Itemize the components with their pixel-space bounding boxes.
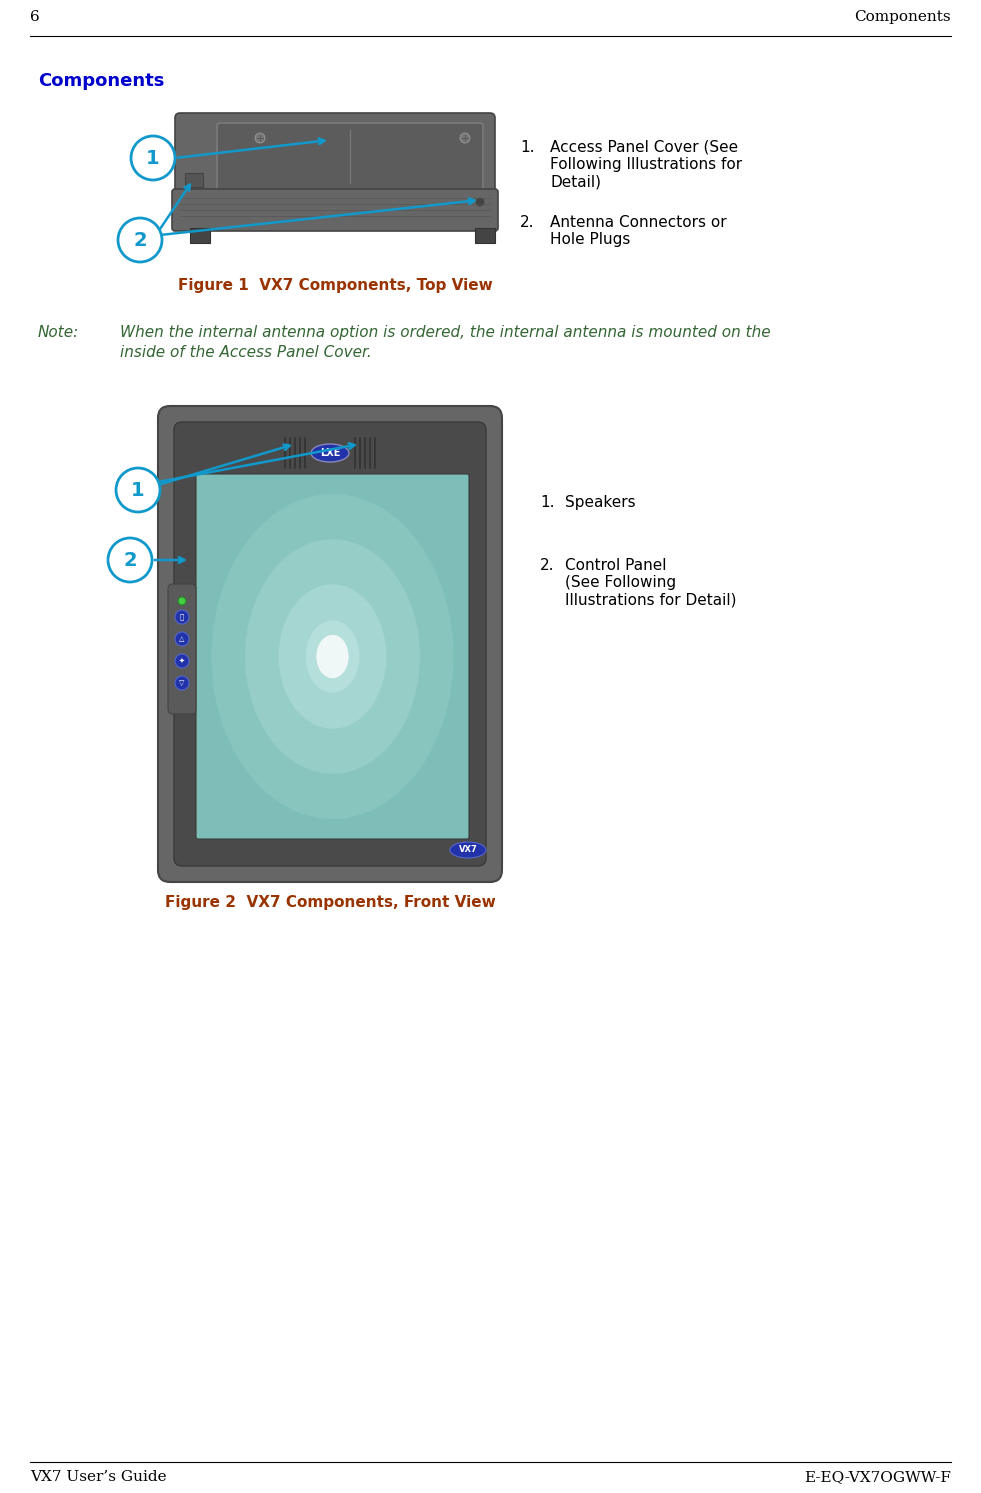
- Text: Control Panel
(See Following
Illustrations for Detail): Control Panel (See Following Illustratio…: [565, 558, 737, 608]
- Ellipse shape: [450, 842, 486, 858]
- FancyBboxPatch shape: [158, 406, 502, 882]
- Circle shape: [118, 218, 162, 261]
- Text: △: △: [180, 636, 184, 642]
- Circle shape: [116, 467, 160, 512]
- Circle shape: [475, 197, 485, 208]
- Circle shape: [175, 654, 189, 667]
- Text: ✦: ✦: [180, 658, 185, 664]
- Text: 1.: 1.: [520, 140, 535, 155]
- Text: Speakers: Speakers: [565, 496, 636, 511]
- Text: ▽: ▽: [180, 679, 184, 685]
- Text: 2: 2: [133, 230, 147, 249]
- Bar: [185, 173, 203, 187]
- Circle shape: [460, 133, 470, 143]
- FancyBboxPatch shape: [168, 584, 196, 714]
- Bar: [475, 228, 495, 243]
- Ellipse shape: [212, 494, 453, 820]
- Text: 1: 1: [146, 148, 160, 167]
- Ellipse shape: [311, 443, 349, 461]
- Text: LXE: LXE: [320, 448, 340, 458]
- Circle shape: [175, 611, 189, 624]
- FancyBboxPatch shape: [172, 190, 498, 231]
- Text: VX7 User’s Guide: VX7 User’s Guide: [30, 1471, 167, 1484]
- Ellipse shape: [279, 584, 387, 729]
- Text: Components: Components: [854, 10, 951, 24]
- Text: ⏻: ⏻: [180, 614, 184, 620]
- Circle shape: [108, 537, 152, 582]
- Text: Access Panel Cover (See
Following Illustrations for
Detail): Access Panel Cover (See Following Illust…: [550, 140, 742, 190]
- FancyBboxPatch shape: [174, 423, 486, 866]
- Circle shape: [255, 133, 265, 143]
- Text: Components: Components: [38, 72, 165, 90]
- Text: 1.: 1.: [540, 496, 554, 511]
- Text: 6: 6: [30, 10, 40, 24]
- Text: VX7: VX7: [459, 845, 478, 854]
- FancyBboxPatch shape: [196, 473, 469, 839]
- Circle shape: [175, 676, 189, 690]
- Circle shape: [178, 597, 186, 605]
- Text: inside of the Access Panel Cover.: inside of the Access Panel Cover.: [120, 345, 372, 360]
- Text: Antenna Connectors or
Hole Plugs: Antenna Connectors or Hole Plugs: [550, 215, 727, 248]
- Text: 2: 2: [124, 551, 136, 569]
- Text: Figure 1  VX7 Components, Top View: Figure 1 VX7 Components, Top View: [178, 278, 492, 293]
- Bar: [190, 228, 210, 243]
- Text: When the internal antenna option is ordered, the internal antenna is mounted on : When the internal antenna option is orde…: [120, 325, 771, 340]
- Text: 2.: 2.: [540, 558, 554, 573]
- FancyBboxPatch shape: [175, 113, 495, 200]
- Text: 2.: 2.: [520, 215, 535, 230]
- Text: E-EQ-VX7OGWW-F: E-EQ-VX7OGWW-F: [804, 1471, 951, 1484]
- Text: Figure 2  VX7 Components, Front View: Figure 2 VX7 Components, Front View: [165, 894, 495, 911]
- Circle shape: [175, 632, 189, 646]
- FancyBboxPatch shape: [217, 122, 483, 190]
- Ellipse shape: [316, 635, 348, 678]
- Ellipse shape: [306, 621, 359, 693]
- Ellipse shape: [245, 539, 420, 773]
- Circle shape: [131, 136, 175, 181]
- Text: Note:: Note:: [38, 325, 79, 340]
- Text: 1: 1: [131, 481, 145, 500]
